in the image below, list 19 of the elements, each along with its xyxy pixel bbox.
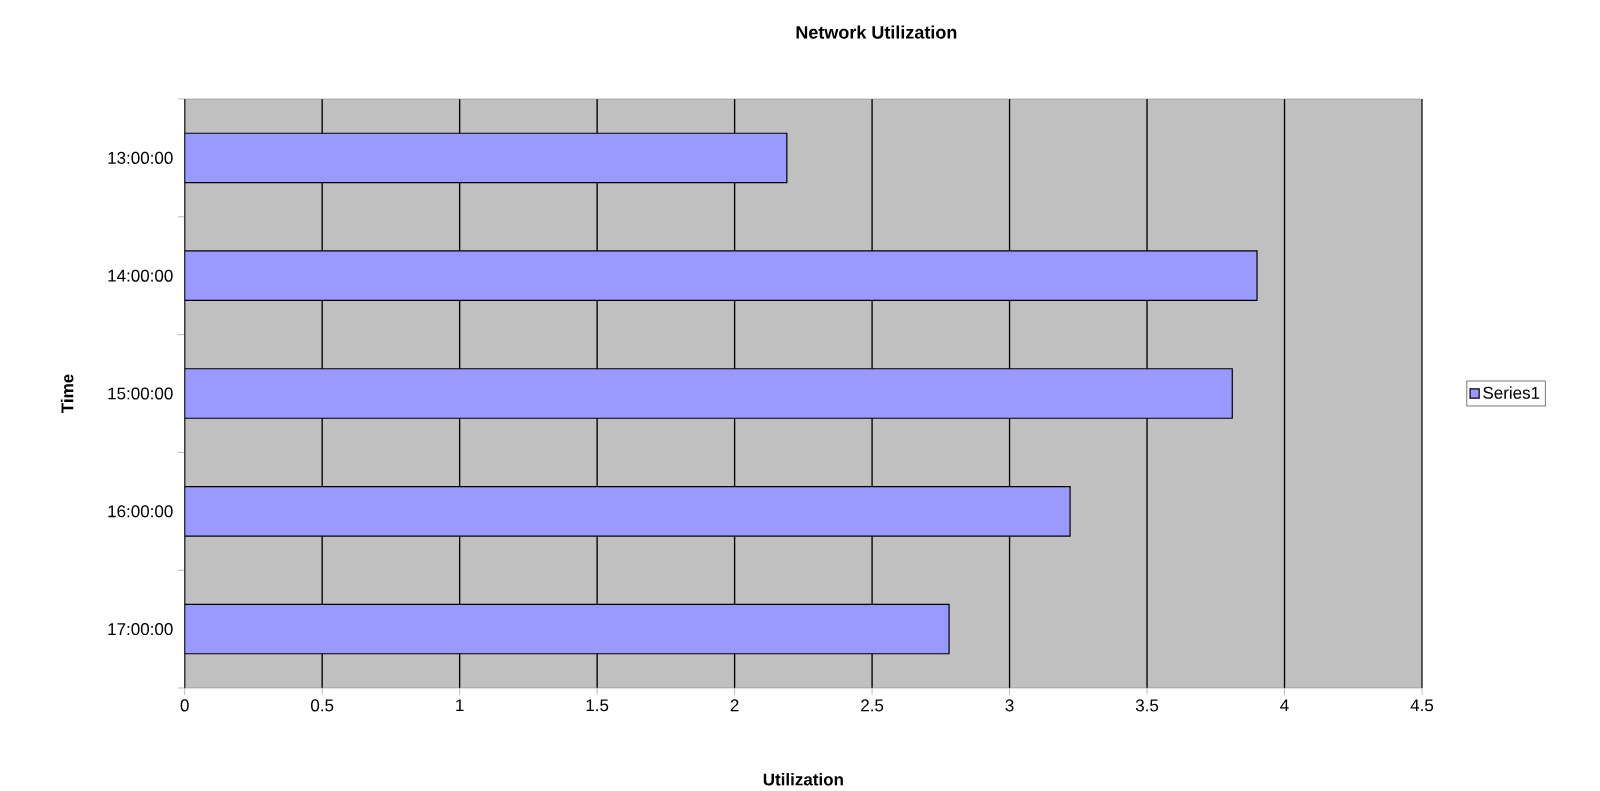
x-axis-title: Utilization xyxy=(763,773,843,786)
x-tick-label: 2.5 xyxy=(861,699,884,712)
legend-label: Series1 xyxy=(1483,386,1540,399)
y-tick-label: 17:00:00 xyxy=(108,623,173,636)
x-tick-label: 4 xyxy=(1280,699,1289,712)
y-tick-label: 15:00:00 xyxy=(108,387,173,400)
x-tick-label: 3.5 xyxy=(1135,699,1159,712)
x-tick-label: 0 xyxy=(180,699,189,712)
x-tick-label: 4.5 xyxy=(1410,699,1434,712)
chart-title: Network Utilization xyxy=(796,25,957,39)
x-tick-label: 2 xyxy=(730,699,739,712)
x-tick-label: 3 xyxy=(1005,699,1014,712)
y-tick-label: 16:00:00 xyxy=(108,505,173,518)
x-tick-label: 1 xyxy=(456,699,464,712)
x-tick-label: 0.5 xyxy=(311,699,334,712)
y-tick-label: 13:00:00 xyxy=(108,151,173,164)
y-axis-title: Time xyxy=(60,374,74,413)
x-tick-label: 1.5 xyxy=(586,699,609,712)
y-tick-label: 14:00:00 xyxy=(108,269,173,282)
